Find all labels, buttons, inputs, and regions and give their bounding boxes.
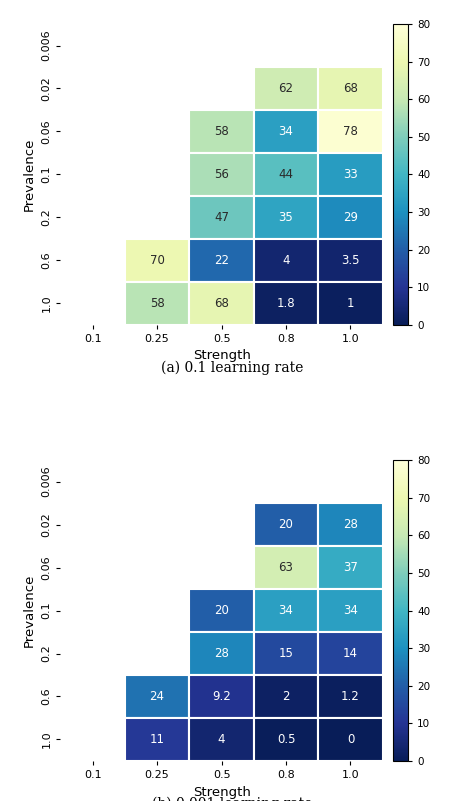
Text: 20: 20 — [279, 518, 293, 531]
Bar — [189, 632, 254, 675]
Bar — [318, 675, 383, 718]
Text: 37: 37 — [343, 561, 358, 574]
Text: 4: 4 — [282, 254, 290, 267]
Bar — [254, 196, 318, 239]
Bar — [318, 503, 383, 546]
Bar — [254, 503, 318, 546]
Text: 70: 70 — [150, 254, 165, 267]
X-axis label: Strength: Strength — [193, 349, 251, 362]
Bar — [254, 675, 318, 718]
Text: 34: 34 — [279, 125, 293, 138]
Text: 28: 28 — [343, 518, 358, 531]
Text: 3.5: 3.5 — [341, 254, 360, 267]
Bar — [254, 110, 318, 153]
Bar — [318, 632, 383, 675]
Bar — [254, 589, 318, 632]
Text: 68: 68 — [343, 82, 358, 95]
Bar — [189, 239, 254, 282]
Bar — [125, 282, 189, 325]
Bar — [318, 67, 383, 110]
Text: 4: 4 — [218, 733, 226, 746]
Bar — [254, 67, 318, 110]
Text: 63: 63 — [279, 561, 293, 574]
Bar — [318, 110, 383, 153]
Bar — [318, 718, 383, 761]
Bar — [189, 589, 254, 632]
Bar — [254, 282, 318, 325]
Text: 14: 14 — [343, 647, 358, 660]
Text: 28: 28 — [214, 647, 229, 660]
Bar — [189, 282, 254, 325]
Bar — [189, 153, 254, 196]
Bar — [125, 718, 189, 761]
Text: 2: 2 — [282, 690, 290, 703]
Text: 44: 44 — [279, 168, 293, 181]
Text: 1.8: 1.8 — [277, 297, 295, 310]
Text: 24: 24 — [150, 690, 165, 703]
Text: 58: 58 — [214, 125, 229, 138]
Text: 56: 56 — [214, 168, 229, 181]
Bar — [254, 718, 318, 761]
Bar — [189, 110, 254, 153]
Text: 11: 11 — [150, 733, 165, 746]
Bar — [254, 632, 318, 675]
Text: 20: 20 — [214, 604, 229, 617]
Bar — [254, 239, 318, 282]
Text: 35: 35 — [279, 211, 293, 224]
Bar — [125, 239, 189, 282]
Bar — [254, 153, 318, 196]
Bar — [318, 239, 383, 282]
Text: 58: 58 — [150, 297, 165, 310]
Text: 29: 29 — [343, 211, 358, 224]
Text: 1: 1 — [347, 297, 354, 310]
X-axis label: Strength: Strength — [193, 786, 251, 799]
Text: 34: 34 — [279, 604, 293, 617]
Text: 34: 34 — [343, 604, 358, 617]
Bar — [189, 718, 254, 761]
Bar — [125, 675, 189, 718]
Bar — [318, 589, 383, 632]
Text: 15: 15 — [279, 647, 293, 660]
Bar — [189, 675, 254, 718]
Text: 9.2: 9.2 — [212, 690, 231, 703]
Bar — [254, 546, 318, 589]
Text: 68: 68 — [214, 297, 229, 310]
Text: 22: 22 — [214, 254, 229, 267]
Text: 62: 62 — [279, 82, 293, 95]
Text: 1.2: 1.2 — [341, 690, 360, 703]
Text: 78: 78 — [343, 125, 358, 138]
Bar — [189, 196, 254, 239]
Y-axis label: Prevalence: Prevalence — [23, 138, 36, 211]
Text: 33: 33 — [343, 168, 358, 181]
Text: 0: 0 — [347, 733, 354, 746]
Text: (b) 0.001 learning rate: (b) 0.001 learning rate — [153, 797, 312, 801]
Bar — [318, 153, 383, 196]
Y-axis label: Prevalence: Prevalence — [23, 574, 36, 647]
Text: 47: 47 — [214, 211, 229, 224]
Bar — [318, 196, 383, 239]
Text: (a) 0.1 learning rate: (a) 0.1 learning rate — [161, 361, 304, 375]
Text: 0.5: 0.5 — [277, 733, 295, 746]
Bar — [318, 546, 383, 589]
Bar — [318, 282, 383, 325]
